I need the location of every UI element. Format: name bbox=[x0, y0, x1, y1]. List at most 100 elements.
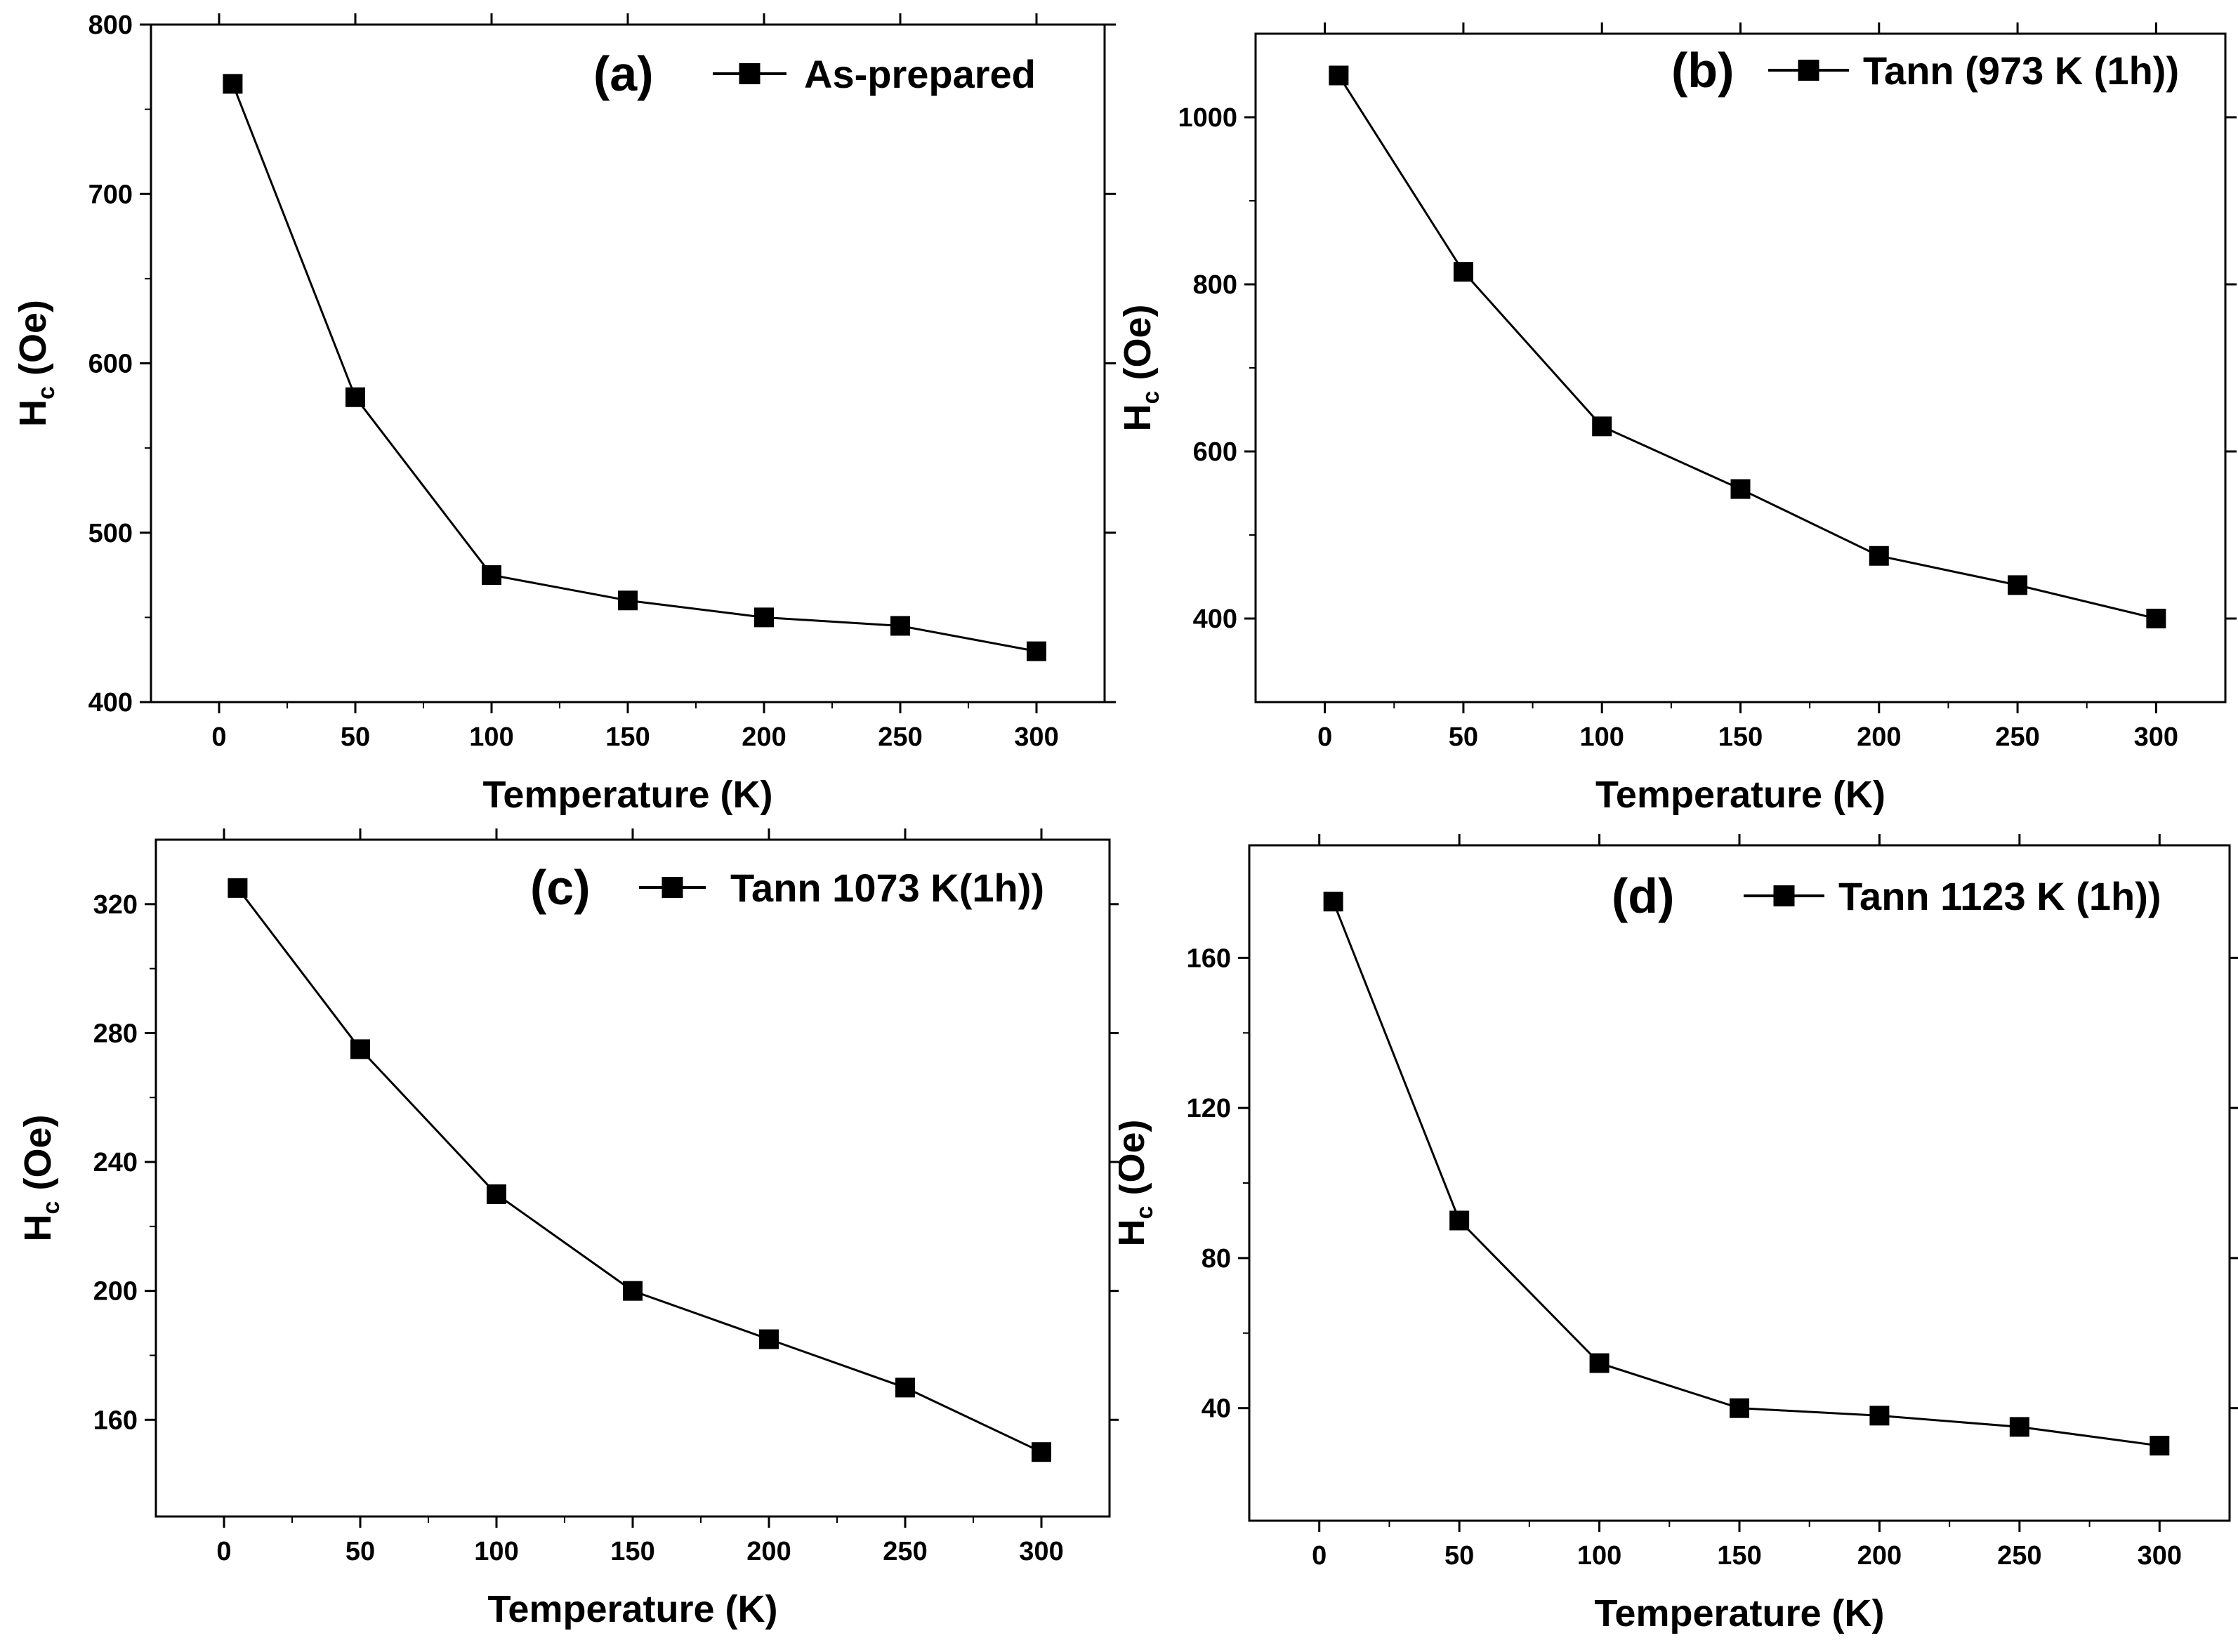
y-axis-symbol: H bbox=[1119, 404, 1159, 431]
x-tick-label: 300 bbox=[2138, 1541, 2182, 1571]
data-point bbox=[1453, 262, 1473, 282]
data-point bbox=[1730, 479, 1751, 499]
x-tick-label: 150 bbox=[605, 722, 650, 752]
x-tick-label: 100 bbox=[1577, 1541, 1621, 1571]
legend-text: Tann 1123 K (1h)) bbox=[1838, 874, 2161, 918]
data-point bbox=[1329, 65, 1349, 86]
x-tick-label: 100 bbox=[474, 1537, 518, 1566]
data-point bbox=[2009, 1417, 2029, 1437]
chart-panel-d: 0 50 100 150 200 250 300 40 80 120 160 Temperature … bbox=[1119, 834, 2238, 1634]
x-tick-label: 100 bbox=[469, 722, 513, 752]
y-tick-label: 400 bbox=[88, 688, 133, 718]
x-axis-title: Temperature (K) bbox=[487, 1588, 777, 1630]
x-tick-label: 200 bbox=[742, 722, 786, 752]
data-point bbox=[1449, 1210, 1470, 1231]
x-tick-label: 0 bbox=[1317, 722, 1332, 752]
series-line bbox=[1332, 901, 2160, 1447]
y-axis-unit: (Oe) bbox=[12, 300, 54, 386]
panel-label: (d) bbox=[1612, 868, 1674, 923]
legend-text: Tann (973 K (1h)) bbox=[1863, 48, 2179, 93]
x-tick-label: 300 bbox=[1019, 1537, 1063, 1566]
x-tick-label: 0 bbox=[211, 722, 226, 752]
x-axis-title: Temperature (K) bbox=[1595, 774, 1885, 816]
y-axis-title: Hc (Oe) bbox=[17, 1115, 65, 1242]
y-tick-label: 240 bbox=[93, 1148, 138, 1177]
plot-frame bbox=[1248, 844, 2231, 1522]
y-tick-label: 160 bbox=[93, 1406, 138, 1435]
data-point bbox=[623, 1281, 643, 1301]
y-tick-label: 320 bbox=[93, 890, 138, 920]
y-tick-label: 1000 bbox=[1178, 103, 1237, 133]
y-tick-label: 160 bbox=[1187, 944, 1231, 973]
data-point bbox=[618, 590, 638, 611]
y-tick-label: 600 bbox=[1193, 437, 1237, 467]
y-axis-subscript: c bbox=[33, 386, 60, 399]
panel-label: (a) bbox=[593, 46, 654, 101]
series-line bbox=[237, 887, 1042, 1453]
y-axis-title: Hc (Oe) bbox=[1119, 1120, 1158, 1247]
x-axis-title: Temperature (K) bbox=[1594, 1592, 1884, 1634]
chart-panel-a: 0 50 100 150 200 250 300 400 500 600 700 800 Tempera… bbox=[12, 11, 1116, 816]
y-tick-label: 80 bbox=[1202, 1244, 1231, 1274]
y-axis-subscript: c bbox=[38, 1201, 65, 1215]
data-point bbox=[1730, 1398, 1749, 1418]
x-tick-label: 200 bbox=[1857, 1541, 1902, 1571]
data-point bbox=[228, 878, 248, 898]
y-axis-title: Hc (Oe) bbox=[1119, 305, 1164, 432]
data-point bbox=[1869, 546, 1889, 566]
data-point bbox=[2146, 609, 2166, 628]
x-axis-title: Temperature (K) bbox=[482, 774, 772, 816]
y-tick-label: 500 bbox=[88, 519, 133, 548]
y-axis-symbol: H bbox=[1119, 1219, 1152, 1246]
x-tick-label: 150 bbox=[610, 1537, 654, 1566]
data-point bbox=[895, 1377, 915, 1398]
x-tick-label: 50 bbox=[1449, 722, 1478, 752]
data-point bbox=[759, 1329, 779, 1349]
data-point bbox=[345, 387, 365, 407]
x-tick-label: 100 bbox=[1580, 722, 1624, 752]
x-tick-label: 150 bbox=[1718, 722, 1763, 752]
x-tick-label: 250 bbox=[1997, 1541, 2041, 1571]
x-tick-label: 0 bbox=[216, 1537, 231, 1566]
y-tick-label: 800 bbox=[1193, 270, 1237, 300]
legend-marker bbox=[739, 63, 761, 84]
y-tick-label: 200 bbox=[93, 1277, 138, 1307]
data-point bbox=[2008, 575, 2028, 595]
data-point bbox=[754, 607, 774, 628]
x-tick-label: 50 bbox=[341, 722, 370, 752]
y-tick-label: 120 bbox=[1187, 1094, 1231, 1123]
data-point bbox=[1027, 641, 1046, 661]
y-tick-label: 800 bbox=[88, 11, 133, 40]
data-point bbox=[223, 74, 243, 94]
y-axis-unit: (Oe) bbox=[17, 1115, 59, 1201]
x-tick-label: 300 bbox=[1014, 722, 1058, 752]
data-point bbox=[2150, 1436, 2170, 1456]
plot-frame bbox=[1254, 32, 2227, 703]
y-tick-label: 40 bbox=[1202, 1394, 1231, 1424]
y-axis-subscript: c bbox=[1131, 1206, 1158, 1220]
x-tick-label: 250 bbox=[878, 722, 922, 752]
y-axis-symbol: H bbox=[12, 399, 54, 427]
x-tick-label: 50 bbox=[1444, 1541, 1474, 1571]
data-point bbox=[1592, 416, 1612, 437]
chart-panel-c: 0 50 100 150 200 250 300 160 200 240 280 320 Tempera… bbox=[17, 828, 1119, 1630]
y-axis-title: Hc (Oe) bbox=[12, 300, 60, 427]
y-axis-unit: (Oe) bbox=[1119, 1120, 1152, 1206]
legend-marker bbox=[1773, 885, 1795, 906]
x-tick-label: 300 bbox=[2134, 722, 2178, 752]
data-point bbox=[1589, 1353, 1610, 1373]
y-tick-label: 400 bbox=[1193, 604, 1237, 634]
data-point bbox=[1323, 892, 1343, 912]
data-point bbox=[350, 1039, 370, 1059]
panel-label: (b) bbox=[1671, 43, 1734, 98]
legend-marker bbox=[1798, 60, 1819, 81]
y-axis-unit: (Oe) bbox=[1119, 305, 1159, 391]
x-tick-label: 0 bbox=[1312, 1541, 1327, 1571]
y-axis-subscript: c bbox=[1138, 391, 1164, 404]
x-tick-label: 250 bbox=[1995, 722, 2039, 752]
plot-frame bbox=[154, 838, 1111, 1518]
legend-text: Tann 1073 K(1h)) bbox=[730, 866, 1044, 910]
data-point bbox=[890, 616, 910, 636]
x-tick-label: 250 bbox=[883, 1537, 927, 1566]
data-point bbox=[1869, 1406, 1890, 1426]
